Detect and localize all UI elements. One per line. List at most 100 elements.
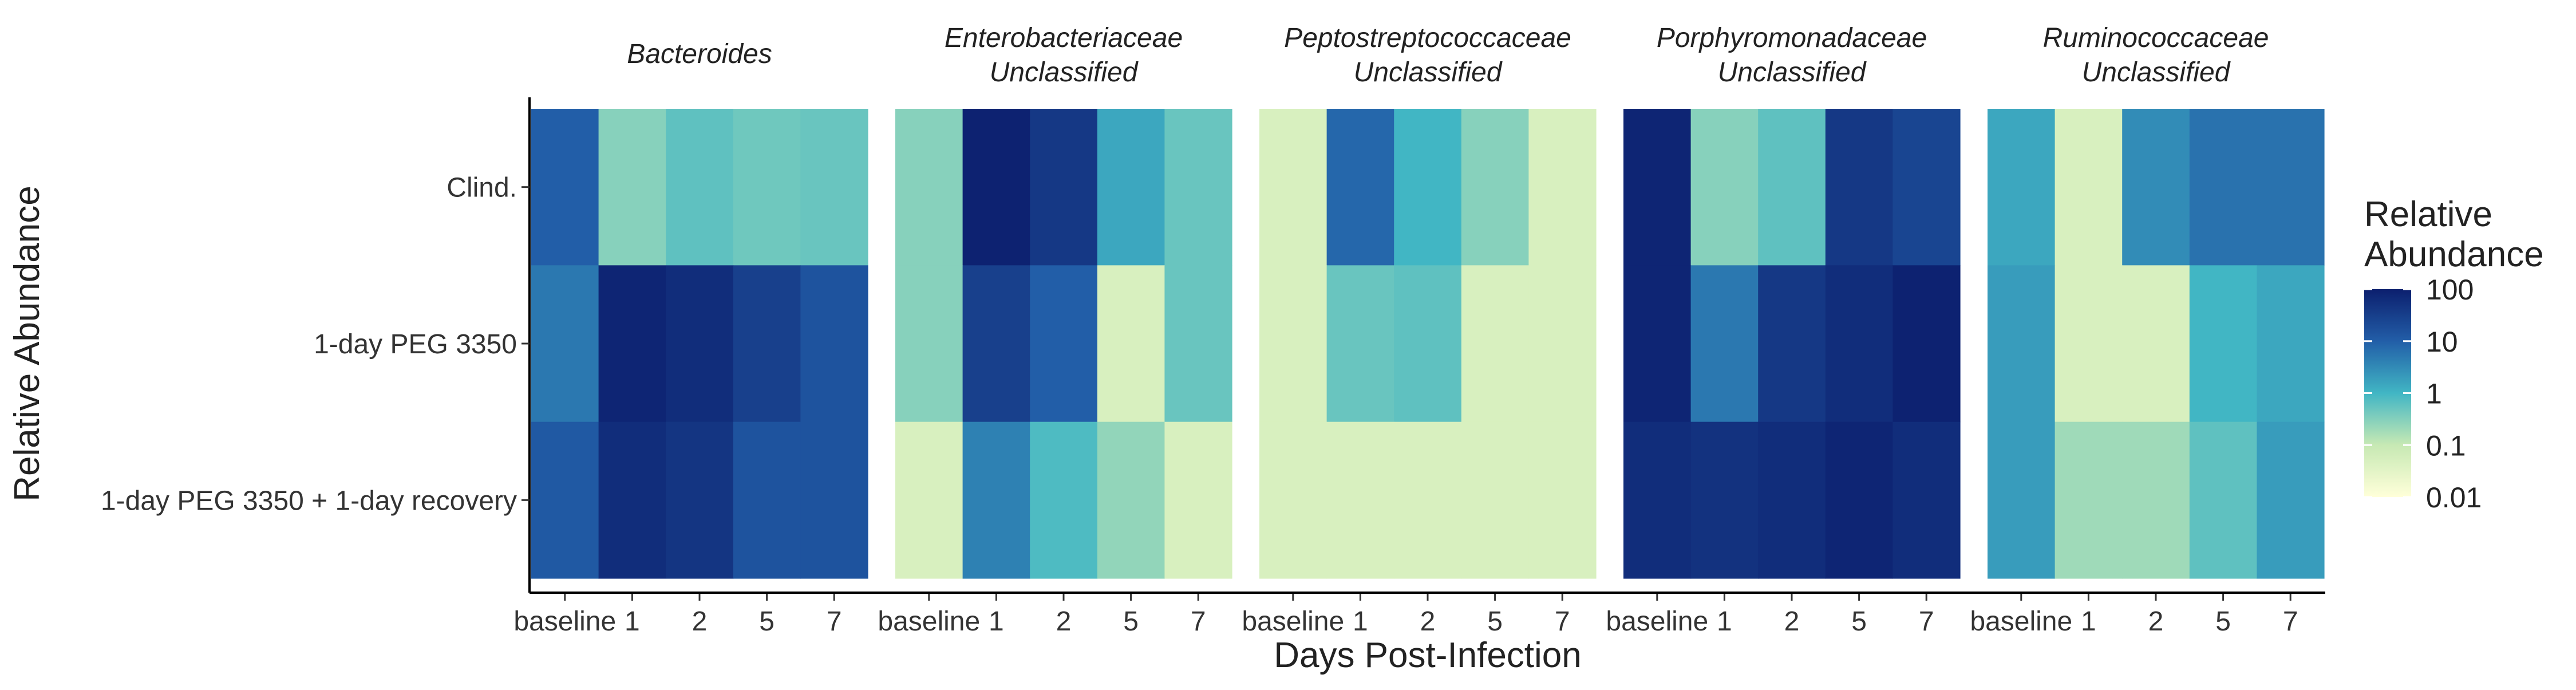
heatmap-cell <box>1893 265 1961 423</box>
facet-panel: Ruminococcaceae Unclassified baseline 1 2 5 7 <box>1970 23 2325 637</box>
heatmap-cell <box>2257 265 2325 423</box>
heatmap-cell <box>531 421 599 579</box>
facet-title: Unclassified <box>990 57 1139 88</box>
legend-tick-label: 0.01 <box>2426 482 2482 514</box>
x-tick-label: 2 <box>1784 606 1800 637</box>
heatmap-cell <box>2055 421 2123 579</box>
heatmap-cell <box>1623 421 1692 579</box>
x-tick-label: 2 <box>1056 606 1072 637</box>
heatmap-cell <box>1394 109 1462 266</box>
heatmap-cell <box>2055 265 2123 423</box>
x-tick-label: 5 <box>759 606 775 637</box>
heatmap-cell <box>1528 421 1597 579</box>
heatmap-cell <box>2122 421 2190 579</box>
facet-panel: Porphyromonadaceae Unclassified baseline 1 2… <box>1606 23 1961 637</box>
x-tick-label: baseline <box>513 606 616 637</box>
x-tick-label: 1 <box>1353 606 1368 637</box>
heatmap-cell <box>2122 265 2190 423</box>
heatmap-cell <box>1164 421 1232 579</box>
heatmap-cell <box>1259 109 1327 266</box>
heatmap-cell <box>800 421 868 579</box>
x-tick-label: baseline <box>1970 606 2072 637</box>
facet-title: Unclassified <box>1718 57 1867 88</box>
x-tick-label: 5 <box>1851 606 1867 637</box>
heatmap-cell <box>1394 421 1462 579</box>
y-axis-title: Relative Abundance <box>7 186 47 502</box>
x-tick-label: 7 <box>1555 606 1570 637</box>
heatmap-cell <box>1623 265 1692 423</box>
heatmap-cell <box>1893 109 1961 266</box>
heatmap-cell <box>1758 421 1826 579</box>
facet-title: Unclassified <box>2082 57 2231 88</box>
x-tick-label: baseline <box>878 606 980 637</box>
heatmap-cell <box>962 109 1030 266</box>
heatmap-cell <box>2189 421 2257 579</box>
heatmap-cell <box>598 109 666 266</box>
x-tick-label: 7 <box>1191 606 1206 637</box>
x-tick-label: baseline <box>1606 606 1708 637</box>
heatmap-cell <box>666 421 734 579</box>
heatmap-cell <box>2257 109 2325 266</box>
x-tick-label: 1 <box>1717 606 1732 637</box>
heatmap-cell <box>1825 421 1893 579</box>
heatmap-cell <box>733 109 801 266</box>
heatmap-cell <box>800 109 868 266</box>
legend-tick-label: 1 <box>2426 378 2442 410</box>
x-axis-title: Days Post-Infection <box>1274 636 1582 675</box>
x-tick-label: 1 <box>2081 606 2096 637</box>
legend-title: Abundance <box>2364 235 2544 274</box>
heatmap-cell <box>895 421 963 579</box>
heatmap-cell <box>1988 265 2056 423</box>
heatmap-cell <box>1326 421 1394 579</box>
y-tick-label: 1-day PEG 3350 <box>314 329 517 360</box>
facet-title: Unclassified <box>1354 57 1503 88</box>
x-tick-label: baseline <box>1242 606 1344 637</box>
heatmap-cell <box>1690 109 1759 266</box>
heatmap-cell <box>1528 265 1597 423</box>
x-tick-label: 7 <box>2283 606 2298 637</box>
heatmap-cell <box>1326 109 1394 266</box>
heatmap-cell <box>1097 265 1165 423</box>
heatmap-cell <box>1097 421 1165 579</box>
heatmap-cell <box>1758 109 1826 266</box>
heatmap-cell <box>1164 265 1232 423</box>
legend-tick-label: 10 <box>2426 326 2458 358</box>
x-tick-label: 7 <box>827 606 842 637</box>
heatmap-cell <box>598 265 666 423</box>
facet-panel: Bacteroides baseline 1 2 5 7 <box>513 39 868 637</box>
heatmap-cell <box>1030 265 1098 423</box>
legend-tick-label: 100 <box>2426 274 2474 306</box>
heatmap-cell <box>1164 109 1232 266</box>
y-tick-label: Clind. <box>447 173 517 203</box>
heatmap-cell <box>666 109 734 266</box>
x-tick-label: 2 <box>692 606 708 637</box>
heatmap-cell <box>1623 109 1692 266</box>
heatmap-cell <box>1326 265 1394 423</box>
heatmap-cell <box>1758 265 1826 423</box>
x-tick-label: 1 <box>625 606 640 637</box>
heatmap-cell <box>1988 109 2056 266</box>
heatmap-cell <box>733 265 801 423</box>
heatmap-cell <box>598 421 666 579</box>
x-tick-label: 2 <box>2148 606 2164 637</box>
heatmap-cell <box>1690 265 1759 423</box>
facet-panel: Peptostreptococcaceae Unclassified baselin… <box>1242 23 1597 637</box>
y-tick-label: 1-day PEG 3350 + 1-day recovery <box>101 486 517 516</box>
heatmap-cell <box>531 109 599 266</box>
heatmap-cell <box>1030 109 1098 266</box>
x-tick-label: 5 <box>1487 606 1503 637</box>
heatmap-cell <box>1259 421 1327 579</box>
facet-title: Ruminococcaceae <box>2043 23 2269 53</box>
heatmap-cell <box>2189 265 2257 423</box>
heatmap-cell <box>895 265 963 423</box>
heatmap-cell <box>2257 421 2325 579</box>
heatmap-cell <box>1259 265 1327 423</box>
heatmap-cell <box>2055 109 2123 266</box>
legend-tick-label: 0.1 <box>2426 429 2466 462</box>
facet-title: Porphyromonadaceae <box>1657 23 1927 53</box>
heatmap-cell <box>1825 265 1893 423</box>
